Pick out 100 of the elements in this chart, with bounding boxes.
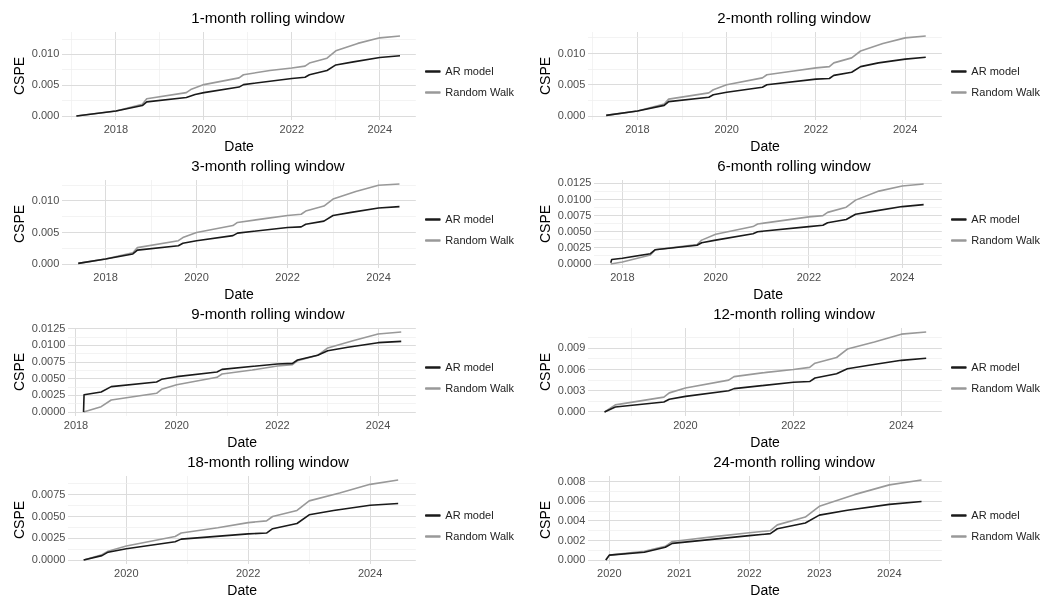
- y-tick-label: 0.0125: [557, 176, 592, 189]
- x-tick-label: 2020: [191, 122, 217, 135]
- y-tick-label: 0.010: [557, 46, 586, 59]
- y-tick-label: 0.0050: [557, 224, 592, 237]
- y-tick-label: 0.005: [31, 78, 60, 91]
- legend-label: AR model: [445, 508, 494, 521]
- x-tick-label: 2018: [610, 270, 635, 283]
- y-axis-title: CSPE: [11, 500, 28, 540]
- y-tick-label: 0.004: [557, 514, 586, 527]
- x-axis-title: Date: [227, 582, 258, 599]
- y-tick-label: 0.000: [557, 405, 586, 417]
- y-tick-label: 0.006: [557, 362, 586, 375]
- legend-label: AR model: [445, 212, 494, 225]
- chart-title: 6-month rolling window: [717, 157, 871, 175]
- x-tick-label: 2018: [625, 122, 650, 135]
- y-tick-label: 0.0075: [31, 355, 66, 368]
- legend-label: AR model: [971, 508, 1020, 521]
- y-tick-label: 0.0025: [31, 388, 66, 401]
- legend-label: AR model: [971, 212, 1020, 225]
- chart-title: 9-month rolling window: [191, 305, 345, 323]
- x-tick-label: 2020: [597, 566, 622, 579]
- y-tick-label: 0.0050: [31, 509, 66, 522]
- x-tick-label: 2020: [673, 418, 698, 431]
- chart-title: 1-month rolling window: [191, 9, 345, 27]
- y-tick-label: 0.0000: [557, 257, 592, 270]
- legend-label: Random Walk: [445, 85, 515, 98]
- x-tick-label: 2024: [357, 566, 383, 579]
- x-tick-label: 2022: [796, 270, 822, 283]
- y-axis-title: CSPE: [537, 56, 554, 96]
- legend-label: Random Walk: [445, 381, 515, 394]
- legend-label: AR model: [971, 64, 1020, 77]
- x-axis-title: Date: [753, 286, 784, 303]
- y-axis-title: CSPE: [537, 204, 554, 244]
- y-axis-title: CSPE: [537, 352, 554, 392]
- y-tick-label: 0.0075: [557, 208, 592, 221]
- x-axis-title: Date: [750, 434, 781, 451]
- y-tick-label: 0.0100: [557, 192, 592, 205]
- y-tick-label: 0.005: [557, 77, 586, 90]
- x-tick-label: 2024: [365, 418, 391, 431]
- y-tick-label: 0.0050: [31, 371, 66, 384]
- legend-label: AR model: [445, 64, 494, 77]
- x-tick-label: 2022: [737, 566, 762, 579]
- x-tick-label: 2024: [877, 566, 902, 579]
- y-tick-label: 0.0000: [31, 553, 66, 566]
- y-tick-label: 0.000: [31, 109, 60, 122]
- chart-title: 3-month rolling window: [191, 157, 345, 175]
- y-tick-label: 0.000: [557, 553, 586, 566]
- chart-title: 2-month rolling window: [717, 9, 871, 27]
- x-tick-label: 2022: [265, 418, 290, 431]
- y-axis-title: CSPE: [537, 500, 554, 540]
- y-tick-label: 0.010: [31, 47, 60, 60]
- y-tick-label: 0.010: [31, 194, 60, 207]
- x-tick-label: 2018: [63, 418, 89, 431]
- legend-label: Random Walk: [971, 233, 1041, 246]
- x-tick-label: 2023: [807, 566, 832, 579]
- x-tick-label: 2024: [892, 122, 918, 135]
- y-tick-label: 0.006: [557, 494, 586, 507]
- y-tick-label: 0.0025: [557, 240, 592, 253]
- y-tick-label: 0.000: [557, 109, 586, 122]
- y-tick-label: 0.003: [557, 383, 586, 396]
- legend-label: Random Walk: [971, 85, 1041, 98]
- y-tick-label: 0.009: [557, 341, 586, 354]
- x-axis-title: Date: [224, 286, 255, 303]
- x-tick-label: 2024: [889, 418, 914, 431]
- y-tick-label: 0.000: [31, 257, 60, 270]
- legend-label: Random Walk: [971, 529, 1041, 542]
- y-tick-label: 0.002: [557, 533, 586, 546]
- x-tick-label: 2022: [803, 122, 829, 135]
- x-tick-label: 2020: [114, 566, 139, 579]
- y-tick-label: 0.0100: [31, 338, 66, 351]
- y-tick-label: 0.0025: [31, 531, 66, 544]
- y-axis-title: CSPE: [11, 56, 28, 96]
- y-tick-label: 0.0000: [31, 405, 66, 418]
- y-tick-label: 0.0075: [31, 487, 66, 500]
- x-tick-label: 2018: [93, 270, 118, 283]
- chart-title: 12-month rolling window: [713, 305, 876, 323]
- y-axis-title: CSPE: [11, 204, 28, 244]
- x-tick-label: 2021: [667, 566, 692, 579]
- legend-label: AR model: [445, 360, 494, 373]
- legend-label: Random Walk: [445, 529, 515, 542]
- x-tick-label: 2024: [889, 270, 915, 283]
- x-axis-title: Date: [750, 582, 781, 599]
- x-tick-label: 2020: [714, 122, 739, 135]
- y-axis-title: CSPE: [11, 352, 28, 392]
- x-axis-title: Date: [224, 138, 255, 155]
- x-tick-label: 2022: [781, 418, 806, 431]
- x-tick-label: 2024: [366, 270, 391, 283]
- x-axis-title: Date: [227, 434, 258, 451]
- x-tick-label: 2022: [279, 122, 305, 135]
- x-tick-label: 2022: [275, 270, 300, 283]
- x-tick-label: 2020: [703, 270, 728, 283]
- chart-title: 24-month rolling window: [713, 453, 876, 471]
- x-tick-label: 2020: [164, 418, 189, 431]
- legend-label: AR model: [971, 360, 1020, 373]
- y-tick-label: 0.005: [31, 225, 60, 238]
- legend-label: Random Walk: [445, 233, 515, 246]
- x-tick-label: 2020: [184, 270, 209, 283]
- y-tick-label: 0.0125: [31, 321, 66, 334]
- x-tick-label: 2024: [367, 122, 393, 135]
- x-tick-label: 2022: [235, 566, 261, 579]
